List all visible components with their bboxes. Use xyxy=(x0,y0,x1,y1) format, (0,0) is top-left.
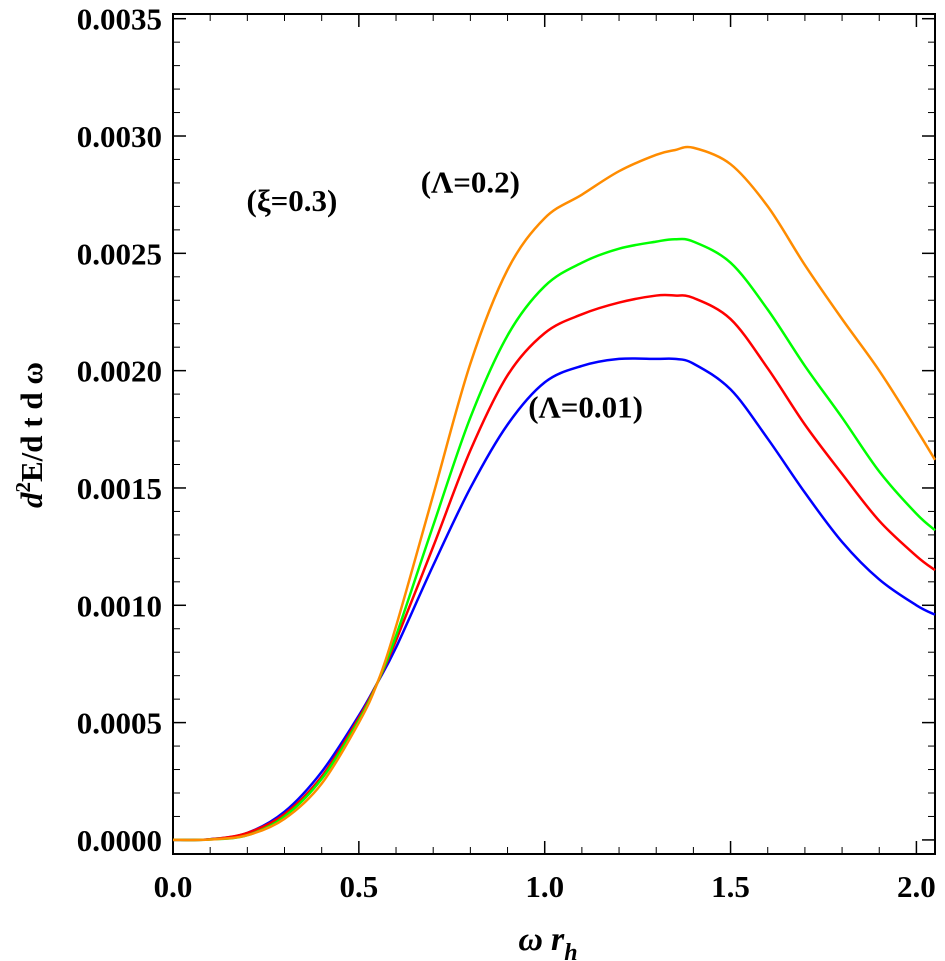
x-axis-title: ω rh xyxy=(518,921,577,961)
x-tick-label: 0.5 xyxy=(339,869,378,904)
y-tick-label: 0.0020 xyxy=(77,354,162,389)
tick-labels: 0.0 0.5 1.0 1.5 2.0 0.0000 0.0005 0.0010 0.0015 0… xyxy=(77,2,936,904)
annotation-3: (Λ=0.01) xyxy=(528,390,643,425)
plot-frame xyxy=(172,13,936,855)
series-line-1 xyxy=(172,357,936,842)
y-tick-label: 0.0030 xyxy=(77,119,162,154)
axis-ticks xyxy=(172,14,935,854)
y-tick-label: 0.0035 xyxy=(77,2,162,37)
y-tick-label: 0.0025 xyxy=(77,236,162,271)
annotation-1: (ξ=0.3) xyxy=(247,183,338,218)
y-tick-label: 0.0015 xyxy=(77,471,162,506)
x-tick-label: 2.0 xyxy=(897,869,936,904)
series-lines xyxy=(172,145,937,842)
annotation-2: (Λ=0.2) xyxy=(421,164,520,199)
y-tick-label: 0.0005 xyxy=(77,706,162,741)
series-line-4 xyxy=(172,145,937,842)
annotations: (ξ=0.3) (Λ=0.2) (Λ=0.01) xyxy=(247,164,643,424)
y-tick-label: 0.0010 xyxy=(77,588,162,623)
y-tick-label: 0.0000 xyxy=(77,823,162,858)
y-axis-title: d2E/d t d ω xyxy=(11,362,49,508)
x-tick-label: 1.5 xyxy=(711,869,750,904)
series-line-2 xyxy=(172,293,936,842)
series-line-3 xyxy=(172,237,936,842)
x-tick-label: 0.0 xyxy=(154,869,193,904)
x-tick-label: 1.0 xyxy=(525,869,564,904)
